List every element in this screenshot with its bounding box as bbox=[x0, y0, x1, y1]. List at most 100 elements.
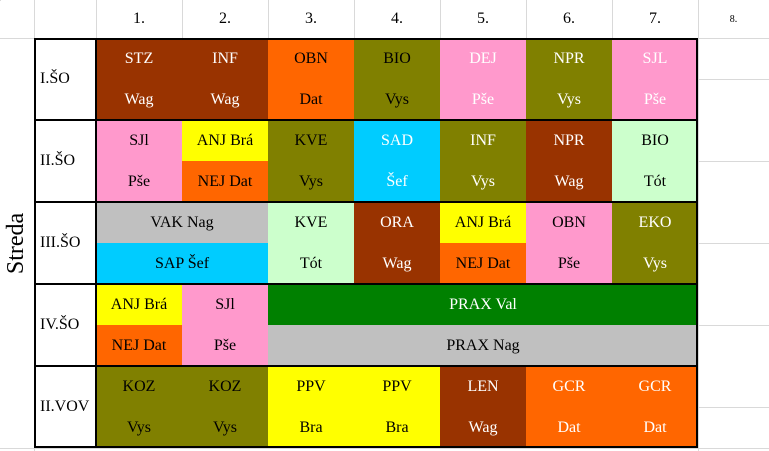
teacher: Vys bbox=[126, 418, 151, 436]
period-header-1: 1. bbox=[133, 10, 145, 27]
lesson-cell: OBN Pše bbox=[526, 202, 612, 284]
lesson-text: ANJ Brá bbox=[454, 213, 512, 231]
lesson-cell: ORA Wag bbox=[354, 202, 440, 284]
gridline bbox=[96, 0, 97, 38]
gridline bbox=[440, 0, 441, 38]
subject: PPV bbox=[296, 377, 326, 395]
lesson-cell: LEN Wag bbox=[440, 366, 526, 448]
lesson-cell-half: NEJ Dat bbox=[182, 161, 268, 202]
subject: KOZ bbox=[208, 377, 242, 395]
period-header-8: 8. bbox=[729, 13, 738, 25]
day-label: Streda bbox=[0, 38, 34, 448]
lesson-cell: STZ Wag bbox=[96, 38, 182, 120]
lesson-cell: NPR Wag bbox=[526, 120, 612, 202]
subject: ORA bbox=[380, 213, 414, 231]
lesson-cell: KVE Vys bbox=[268, 120, 354, 202]
lesson-cell: GCR Dat bbox=[526, 366, 612, 448]
subject: EKO bbox=[638, 213, 672, 231]
lesson-cell: BIO Vys bbox=[354, 38, 440, 120]
class-label-4: IV.ŠO bbox=[40, 316, 80, 333]
teacher: Dat bbox=[643, 418, 667, 436]
lesson-text: SAP Šef bbox=[154, 254, 210, 272]
subject: SJl bbox=[215, 295, 235, 313]
teacher: Pše bbox=[643, 90, 667, 108]
lesson-text: PRAX Nag bbox=[446, 336, 520, 354]
lesson-text: PRAX Val bbox=[449, 295, 517, 313]
teacher: Pše bbox=[127, 172, 151, 190]
lesson-text: NEJ Dat bbox=[455, 254, 511, 272]
lesson-cell: DEJ Pše bbox=[440, 38, 526, 120]
lesson-cell: SAD Šef bbox=[354, 120, 440, 202]
gridline bbox=[182, 0, 183, 38]
lesson-cell-half: NEJ Dat bbox=[440, 243, 526, 284]
lesson-cell: KOZ Vys bbox=[182, 366, 268, 448]
row-separator bbox=[34, 201, 698, 203]
subject: INF bbox=[470, 131, 496, 149]
lesson-text: NEJ Dat bbox=[111, 336, 167, 354]
gridline bbox=[698, 243, 769, 244]
period-header-3: 3. bbox=[305, 10, 317, 27]
subject: GCR bbox=[638, 377, 672, 395]
lesson-cell-half: ANJ Brá bbox=[182, 120, 268, 161]
subject: DEJ bbox=[469, 49, 497, 67]
teacher: Wag bbox=[468, 418, 498, 436]
subject: PPV bbox=[382, 377, 412, 395]
gridline bbox=[612, 0, 613, 38]
gridline bbox=[354, 0, 355, 38]
teacher: Bra bbox=[385, 418, 409, 436]
lesson-cell: INF Wag bbox=[182, 38, 268, 120]
teacher: Wag bbox=[382, 254, 412, 272]
subject: GCR bbox=[552, 377, 586, 395]
class-label-5: II.VOV bbox=[40, 398, 90, 415]
teacher: Pše bbox=[471, 90, 495, 108]
teacher: Vys bbox=[556, 90, 581, 108]
subject: SJL bbox=[642, 49, 668, 67]
lesson-cell: INF Vys bbox=[440, 120, 526, 202]
subject: NPR bbox=[553, 131, 585, 149]
day-text: Streda bbox=[3, 212, 30, 274]
teacher: Pše bbox=[557, 254, 581, 272]
gridline bbox=[0, 448, 769, 449]
subject: KVE bbox=[294, 131, 328, 149]
teacher: Tót bbox=[643, 172, 667, 190]
class-label-1: I.ŠO bbox=[40, 70, 70, 87]
lesson-cell: PPV Bra bbox=[268, 366, 354, 448]
lesson-text: ANJ Brá bbox=[196, 131, 254, 149]
subject: LEN bbox=[467, 377, 499, 395]
lesson-cell: SJL Pše bbox=[612, 38, 698, 120]
lesson-cell: KOZ Vys bbox=[96, 366, 182, 448]
period-header-6: 6. bbox=[563, 10, 575, 27]
subject: KVE bbox=[294, 213, 328, 231]
subject: SJl bbox=[129, 131, 149, 149]
teacher: Vys bbox=[298, 172, 323, 190]
class-label-3: III.ŠO bbox=[40, 234, 81, 251]
teacher: Vys bbox=[470, 172, 495, 190]
period-header-2: 2. bbox=[219, 10, 231, 27]
lesson-text: NEJ Dat bbox=[197, 172, 253, 190]
lesson-cell-wide: PRAX Nag bbox=[268, 325, 698, 366]
gridline bbox=[0, 0, 1, 1]
column-separator bbox=[95, 38, 97, 448]
period-header-5: 5. bbox=[477, 10, 489, 27]
teacher: Šef bbox=[386, 172, 408, 190]
gridline bbox=[698, 79, 769, 80]
teacher: Dat bbox=[299, 90, 323, 108]
gridline bbox=[268, 0, 269, 38]
gridline bbox=[698, 161, 769, 162]
row-separator bbox=[34, 283, 698, 285]
teacher: Pše bbox=[213, 336, 237, 354]
lesson-cell-half: SAP Šef bbox=[96, 243, 268, 284]
teacher: Tót bbox=[299, 254, 323, 272]
lesson-cell-half: ANJ Brá bbox=[96, 284, 182, 325]
lesson-cell-half: NEJ Dat bbox=[96, 325, 182, 366]
lesson-cell-half: ANJ Brá bbox=[440, 202, 526, 243]
lesson-cell: KVE Tót bbox=[268, 202, 354, 284]
teacher: Wag bbox=[554, 172, 584, 190]
gridline bbox=[698, 325, 769, 326]
gridline bbox=[698, 407, 769, 408]
subject: KOZ bbox=[122, 377, 156, 395]
lesson-text: VAK Nag bbox=[150, 213, 214, 231]
lesson-cell: PPV Bra bbox=[354, 366, 440, 448]
subject: INF bbox=[212, 49, 238, 67]
row-separator bbox=[34, 119, 698, 121]
